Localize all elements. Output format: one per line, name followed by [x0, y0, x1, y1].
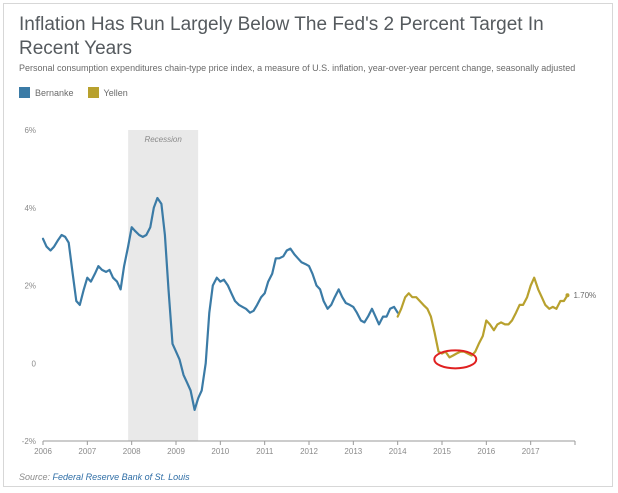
series-line-yellen	[396, 276, 569, 359]
legend-swatch-bernanke	[19, 87, 30, 98]
x-tick-label: 2012	[300, 447, 318, 456]
x-tick-label: 2009	[167, 447, 185, 456]
legend-label-yellen: Yellen	[103, 87, 128, 98]
y-tick-label: 2%	[24, 282, 36, 291]
source-note: Source: Federal Reserve Bank of St. Loui…	[19, 472, 190, 482]
x-tick-label: 2010	[211, 447, 229, 456]
end-value-label: 1.70%	[573, 291, 596, 300]
recession-label: Recession	[144, 135, 182, 144]
x-tick-label: 2007	[78, 447, 96, 456]
source-link[interactable]: Federal Reserve Bank of St. Louis	[52, 472, 190, 482]
y-tick-label: 6%	[24, 126, 36, 135]
legend-item-yellen[interactable]: Yellen	[87, 87, 128, 98]
legend: Bernanke Yellen	[19, 87, 128, 98]
y-tick-label: -2%	[22, 437, 36, 446]
legend-label-bernanke: Bernanke	[35, 87, 74, 98]
source-label: Source:	[19, 472, 51, 482]
y-tick-label: 4%	[24, 204, 36, 213]
legend-swatch-yellen	[87, 87, 99, 98]
highlight-ellipse	[433, 349, 478, 370]
series-line-bernanke	[41, 196, 399, 411]
chart-card	[3, 3, 613, 487]
x-tick-label: 2008	[123, 447, 141, 456]
y-tick-label: 0	[32, 359, 37, 368]
end-point-marker	[565, 293, 570, 298]
chart-title: Inflation Has Run Largely Below The Fed'…	[19, 14, 544, 59]
x-tick-label: 2016	[477, 447, 495, 456]
x-tick-label: 2017	[522, 447, 540, 456]
x-tick-label: 2011	[256, 447, 274, 456]
x-tick-label: 2013	[344, 447, 362, 456]
x-tick-label: 2006	[34, 447, 52, 456]
x-tick-label: 2014	[389, 447, 407, 456]
recession-band	[128, 130, 199, 441]
x-tick-label: 2015	[433, 447, 451, 456]
legend-item-bernanke[interactable]: Bernanke	[19, 87, 74, 98]
chart-subtitle: Personal consumption expenditures chain-…	[19, 63, 576, 73]
